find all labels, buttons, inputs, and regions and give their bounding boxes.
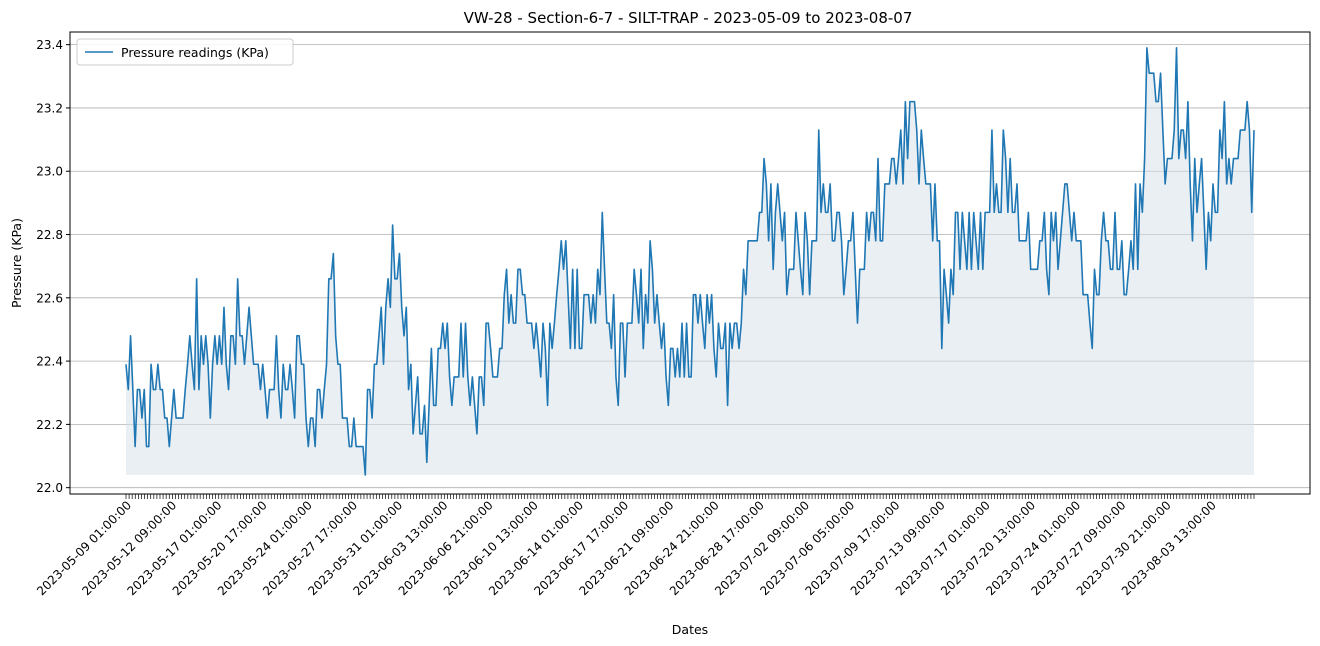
plot-frame — [69, 31, 1311, 495]
x-minor-ticks — [125, 494, 1255, 499]
y-tick-label: 22.4 — [36, 355, 63, 369]
y-tick-label: 22.2 — [36, 418, 63, 432]
y-tick-label: 22.8 — [36, 228, 63, 242]
y-tick-label: 22.0 — [36, 481, 63, 495]
legend-label: Pressure readings (KPa) — [121, 45, 269, 60]
chart-title: VW-28 - Section-6-7 - SILT-TRAP - 2023-0… — [464, 9, 913, 27]
y-tick-label: 23.4 — [36, 38, 63, 52]
legend-box — [76, 38, 294, 66]
x-axis-title: Dates — [672, 622, 708, 637]
y-tick-label: 23.0 — [36, 165, 63, 179]
y-tick-label: 22.6 — [36, 291, 63, 305]
legend: Pressure readings (KPa) — [76, 38, 294, 66]
series-area-fill — [126, 47, 1254, 476]
y-tick-label: 23.2 — [36, 101, 63, 115]
series-line — [125, 47, 1255, 476]
y-axis-title: Pressure (KPa) — [9, 218, 24, 308]
y-axis: 22.0 22.2 22.4 22.6 22.8 23.0 23.2 23.4 — [36, 38, 70, 495]
